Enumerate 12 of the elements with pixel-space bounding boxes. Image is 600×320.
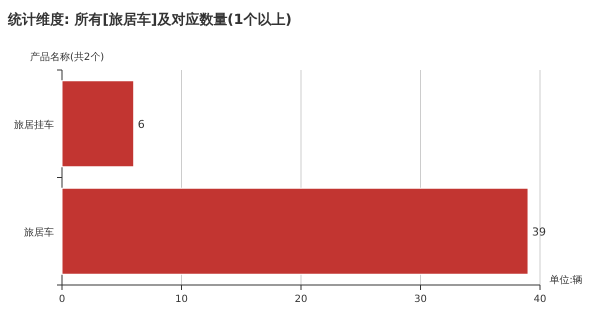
x-tick-label: 10 [175,294,188,305]
chart-title: 统计维度: 所有[旅居车]及对应数量(1个以上) [7,11,292,28]
x-tick-label: 0 [58,294,66,305]
y-tick-label: 旅居车 [24,226,54,238]
x-tick-label: 30 [414,294,427,305]
x-tick-label: 20 [294,294,308,305]
data-label: 6 [138,118,145,131]
y-tick-label: 旅居挂车 [14,118,54,131]
data-label: 39 [532,225,546,238]
x-axis-title: 单位:辆 [549,274,583,286]
y-axis-title: 产品名称(共2个) [30,51,104,63]
x-tick-label: 40 [534,294,546,305]
